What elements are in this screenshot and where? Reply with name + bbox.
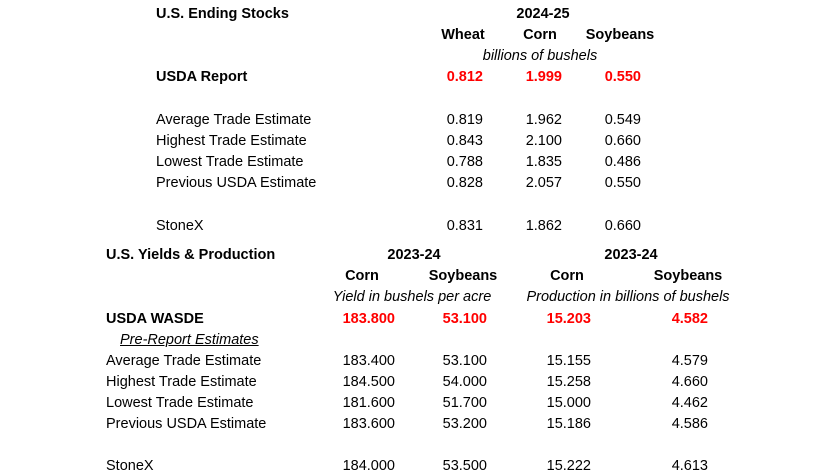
yields-col-corn-yield: Corn xyxy=(345,268,379,284)
stocks-usda-corn: 1.999 xyxy=(525,69,562,85)
stocks-stonex-label: StoneX xyxy=(156,218,204,234)
yields-stonex-soy-prod: 4.613 xyxy=(671,458,708,474)
yields-row-value: 183.600 xyxy=(342,416,395,432)
stocks-row-value: 2.100 xyxy=(525,133,562,149)
yields-row-label: Lowest Trade Estimate xyxy=(106,395,254,411)
yields-year-right: 2023-24 xyxy=(604,247,658,263)
yields-units-right: Production in billions of bushels xyxy=(526,289,730,305)
yields-row-label: Highest Trade Estimate xyxy=(106,374,257,390)
stocks-usda-soybeans: 0.550 xyxy=(604,69,641,85)
yields-col-soy-yield: Soybeans xyxy=(428,268,498,284)
yields-stonex-corn-prod: 15.222 xyxy=(546,458,591,474)
yields-row-value: 4.586 xyxy=(671,416,708,432)
yields-year-left: 2023-24 xyxy=(387,247,441,263)
yields-row-value: 4.579 xyxy=(671,353,708,369)
stocks-row-value: 0.828 xyxy=(446,175,483,191)
stocks-row-label: Average Trade Estimate xyxy=(156,112,312,128)
yields-usda-corn-yield: 183.800 xyxy=(342,311,395,327)
stocks-usda-wheat: 0.812 xyxy=(446,69,483,85)
stocks-title: U.S. Ending Stocks xyxy=(156,6,289,22)
stocks-row-value: 0.549 xyxy=(604,112,641,128)
stocks-stonex-corn: 1.862 xyxy=(525,218,562,234)
yields-row-value: 181.600 xyxy=(342,395,395,411)
yields-row-value: 54.000 xyxy=(442,374,487,390)
stocks-row-value: 1.962 xyxy=(525,112,562,128)
yields-row-value: 15.000 xyxy=(546,395,591,411)
yields-row-value: 15.155 xyxy=(546,353,591,369)
yields-row-value: 184.500 xyxy=(342,374,395,390)
stocks-row-value: 0.788 xyxy=(446,154,483,170)
stocks-col-corn: Corn xyxy=(523,27,557,43)
yields-row-value: 4.462 xyxy=(671,395,708,411)
yields-row-value: 183.400 xyxy=(342,353,395,369)
yields-title: U.S. Yields & Production xyxy=(106,247,276,263)
stocks-row-value: 0.843 xyxy=(446,133,483,149)
stocks-row-value: 2.057 xyxy=(525,175,562,191)
stocks-row-value: 1.835 xyxy=(525,154,562,170)
yields-stonex-corn-yield: 184.000 xyxy=(342,458,395,474)
yields-usda-soy-prod: 4.582 xyxy=(671,311,708,327)
stocks-row-value: 0.550 xyxy=(604,175,641,191)
yields-row-value: 51.700 xyxy=(442,395,487,411)
stocks-row-label: Lowest Trade Estimate xyxy=(156,154,304,170)
yields-col-corn-prod: Corn xyxy=(550,268,584,284)
yields-row-value: 53.100 xyxy=(442,353,487,369)
stocks-row-value: 0.486 xyxy=(604,154,641,170)
yields-row-value: 15.258 xyxy=(546,374,591,390)
yields-row-value: 15.186 xyxy=(546,416,591,432)
yields-row-value: 4.660 xyxy=(671,374,708,390)
stocks-usda-label: USDA Report xyxy=(156,69,248,85)
yields-row-label: Previous USDA Estimate xyxy=(106,416,267,432)
pre-report-heading: Pre-Report Estimates xyxy=(120,332,259,348)
yields-usda-corn-prod: 15.203 xyxy=(546,311,591,327)
yields-usda-label: USDA WASDE xyxy=(106,311,204,327)
stocks-col-soybeans: Soybeans xyxy=(585,27,655,43)
stocks-row-label: Previous USDA Estimate xyxy=(156,175,317,191)
stocks-year: 2024-25 xyxy=(516,6,570,22)
stocks-stonex-wheat: 0.831 xyxy=(446,218,483,234)
yields-stonex-label: StoneX xyxy=(106,458,154,474)
stocks-stonex-soybeans: 0.660 xyxy=(604,218,641,234)
stocks-row-value: 0.819 xyxy=(446,112,483,128)
yields-units-left: Yield in bushels per acre xyxy=(332,289,492,305)
yields-col-soy-prod: Soybeans xyxy=(653,268,723,284)
yields-usda-soy-yield: 53.100 xyxy=(442,311,487,327)
stocks-units: billions of bushels xyxy=(482,48,598,64)
yields-row-value: 53.200 xyxy=(442,416,487,432)
yields-stonex-soy-yield: 53.500 xyxy=(442,458,487,474)
stocks-row-value: 0.660 xyxy=(604,133,641,149)
stocks-col-wheat: Wheat xyxy=(441,27,485,43)
stocks-row-label: Highest Trade Estimate xyxy=(156,133,307,149)
yields-row-label: Average Trade Estimate xyxy=(106,353,262,369)
